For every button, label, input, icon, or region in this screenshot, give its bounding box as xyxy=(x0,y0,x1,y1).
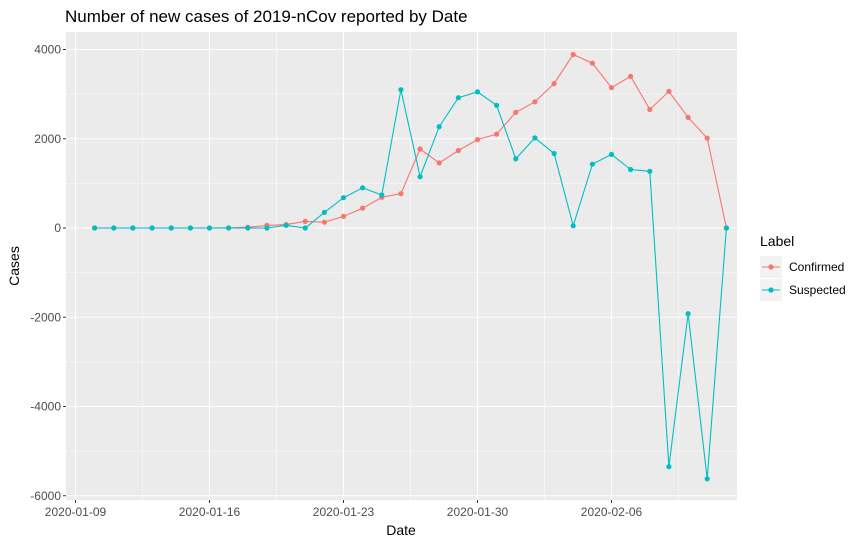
data-point-suspected xyxy=(704,476,710,482)
y-tick-label: -6000 xyxy=(30,489,61,503)
data-point-suspected xyxy=(474,89,481,95)
data-point-suspected xyxy=(321,209,327,215)
data-point-suspected xyxy=(436,124,442,130)
data-point-suspected xyxy=(589,161,596,167)
data-point-suspected xyxy=(302,225,308,231)
legend-label-suspected: Suspected xyxy=(789,283,846,297)
data-point-suspected xyxy=(111,225,117,231)
data-point-confirmed xyxy=(321,219,327,225)
data-point-confirmed xyxy=(455,147,461,154)
data-point-suspected xyxy=(264,225,270,231)
data-point-suspected xyxy=(628,166,634,173)
data-point-confirmed xyxy=(474,137,481,143)
legend-point-confirmed xyxy=(768,264,774,270)
data-point-confirmed xyxy=(417,146,423,152)
data-point-suspected xyxy=(92,225,98,231)
legend-point-suspected xyxy=(768,287,774,293)
x-tick-label: 2020-01-09 xyxy=(45,505,107,519)
legend-title: Label xyxy=(760,233,794,249)
data-point-suspected xyxy=(226,225,232,231)
data-point-suspected xyxy=(666,464,672,470)
data-point-suspected xyxy=(398,87,404,93)
data-point-suspected xyxy=(513,156,519,162)
data-point-suspected xyxy=(130,225,136,231)
data-point-confirmed xyxy=(513,109,519,115)
data-point-suspected xyxy=(647,168,653,174)
chart-title: Number of new cases of 2019-nCov reporte… xyxy=(65,7,468,26)
x-tick-label: 2020-01-23 xyxy=(313,505,375,519)
y-tick-label: 4000 xyxy=(34,43,61,57)
data-point-confirmed xyxy=(436,160,442,166)
data-point-suspected xyxy=(340,195,347,201)
data-point-confirmed xyxy=(494,131,500,137)
data-point-confirmed xyxy=(685,114,691,120)
legend-label-confirmed: Confirmed xyxy=(789,260,844,274)
data-point-suspected xyxy=(455,95,461,101)
data-point-confirmed xyxy=(302,218,308,224)
data-point-suspected xyxy=(149,225,155,231)
data-point-confirmed xyxy=(551,81,557,87)
data-point-suspected xyxy=(608,151,615,157)
y-axis: 4000 2000 0 -2000 -4000 -6000 xyxy=(30,43,66,503)
series-points xyxy=(92,51,730,482)
x-axis: 2020-01-09 2020-01-16 2020-01-23 2020-01-30… xyxy=(45,500,643,519)
legend: Label Confirmed Suspected xyxy=(760,233,846,301)
x-tick-label: 2020-01-16 xyxy=(179,505,241,519)
y-tick-label: 0 xyxy=(54,221,61,235)
data-point-suspected xyxy=(494,102,500,108)
data-point-confirmed xyxy=(704,135,710,141)
series-line-suspected xyxy=(94,89,727,479)
data-point-confirmed xyxy=(360,205,366,211)
data-point-suspected xyxy=(723,225,730,231)
data-point-confirmed xyxy=(589,60,596,66)
data-point-confirmed xyxy=(628,73,634,79)
data-point-suspected xyxy=(283,222,289,228)
x-tick-label: 2020-01-30 xyxy=(447,505,509,519)
data-point-confirmed xyxy=(570,51,576,58)
x-axis-title: Date xyxy=(386,522,416,538)
data-point-suspected xyxy=(187,225,193,231)
y-tick-label: 2000 xyxy=(34,132,61,146)
data-point-suspected xyxy=(551,150,557,157)
data-point-suspected xyxy=(360,185,366,191)
data-point-suspected xyxy=(532,135,538,141)
data-point-confirmed xyxy=(608,85,615,91)
data-point-confirmed xyxy=(398,191,404,197)
y-axis-title: Cases xyxy=(6,246,22,286)
data-point-suspected xyxy=(570,223,576,229)
data-point-suspected xyxy=(379,192,385,198)
data-point-suspected xyxy=(685,311,691,317)
data-point-suspected xyxy=(206,225,213,231)
y-tick-label: -2000 xyxy=(30,310,61,324)
data-point-confirmed xyxy=(647,106,653,113)
series-lines xyxy=(94,53,727,479)
grid xyxy=(66,32,737,500)
data-point-suspected xyxy=(168,225,174,231)
x-tick-label: 2020-02-06 xyxy=(581,505,643,519)
data-point-confirmed xyxy=(340,213,347,219)
plot-panel xyxy=(66,32,737,500)
data-point-suspected xyxy=(245,225,251,231)
data-point-confirmed xyxy=(532,99,538,105)
data-point-confirmed xyxy=(666,88,672,94)
data-point-suspected xyxy=(417,174,423,180)
y-tick-label: -4000 xyxy=(30,400,61,414)
